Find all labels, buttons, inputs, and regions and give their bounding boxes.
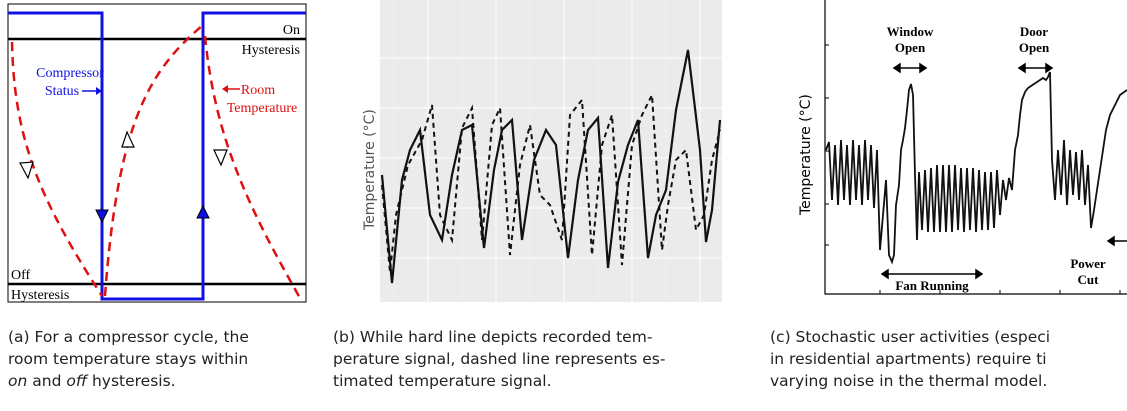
room-label-line2: Temperature — [227, 101, 298, 116]
compressor-status-line — [8, 11, 306, 301]
caption-c-line3: varying noise in the thermal model. — [770, 372, 1048, 390]
power-cut-label-line2: Cut — [1078, 272, 1100, 287]
panel-c-y-axis-label: Temperature (°C) — [798, 94, 814, 216]
caption-b-line2: perature signal, dashed line represents … — [333, 350, 666, 368]
panel-c-temperature-trace — [825, 71, 1127, 265]
panel-b-temperature-chart: Temperature (°C) — [362, 0, 722, 302]
caption-c-line1: (c) Stochastic user activities (especi — [770, 328, 1051, 346]
off-label: Off — [11, 268, 31, 283]
caption-a: (a) For a compressor cycle, the room tem… — [8, 326, 249, 392]
panel-c-activity-chart: Temperature (°C) Window Open Door Open F… — [798, 0, 1127, 295]
compressor-down-arrow — [95, 209, 109, 224]
room-temp-arrow-up — [121, 130, 135, 148]
caption-a-line2: room temperature stays within — [8, 350, 249, 368]
window-open-label-line1: Window — [887, 24, 934, 39]
room-temp-curve-3 — [203, 35, 302, 299]
room-temp-curve-1 — [10, 41, 104, 297]
on-label: On — [283, 23, 300, 38]
caption-b: (b) While hard line depicts recorded tem… — [333, 326, 665, 392]
window-open-arrow — [892, 62, 928, 74]
room-temp-arrow-down-1 — [19, 161, 34, 180]
hysteresis-bottom-label: Hysteresis — [11, 288, 69, 303]
panel-b-y-axis-label: Temperature (°C) — [362, 109, 378, 231]
room-temp-curve-2 — [103, 24, 204, 297]
recorded-temperature-line — [380, 49, 722, 284]
caption-a-line3: on and off hysteresis. — [8, 372, 176, 390]
room-temp-arrow-down-2 — [213, 149, 228, 167]
fan-running-arrow — [880, 268, 984, 280]
compressor-pointer-head — [96, 87, 102, 95]
fan-running-label: Fan Running — [895, 278, 969, 293]
room-pointer-head — [222, 85, 228, 93]
estimated-temperature-line — [381, 91, 721, 273]
caption-c: (c) Stochastic user activities (especi i… — [770, 326, 1050, 392]
compressor-label-line2: Status — [45, 84, 79, 99]
door-open-label-line2: Open — [1019, 40, 1050, 55]
panel-a-compressor-diagram: On Hysteresis Off Hysteresis Compressor … — [7, 3, 307, 303]
caption-c-line2: in residential apartments) require ti — [770, 350, 1047, 368]
panel-b-gridlines — [380, 0, 722, 302]
door-open-arrow — [1017, 62, 1054, 74]
power-cut-label-line1: Power — [1070, 256, 1106, 271]
room-label-line1: Room — [241, 83, 275, 98]
door-open-label-line1: Door — [1020, 24, 1048, 39]
panel-c-ticks — [825, 44, 1121, 294]
caption-b-line3: timated temperature signal. — [333, 372, 552, 390]
panel-b-plot-area — [380, 0, 722, 302]
window-open-label-line2: Open — [895, 40, 926, 55]
caption-b-line1: (b) While hard line depicts recorded tem… — [333, 328, 653, 346]
hysteresis-top-label: Hysteresis — [242, 43, 300, 58]
power-cut-arrow — [1106, 235, 1127, 247]
compressor-up-arrow — [196, 204, 210, 219]
panel-a-frame — [7, 3, 307, 303]
caption-a-line1: (a) For a compressor cycle, the — [8, 328, 249, 346]
compressor-label-line1: Compressor — [36, 66, 104, 81]
